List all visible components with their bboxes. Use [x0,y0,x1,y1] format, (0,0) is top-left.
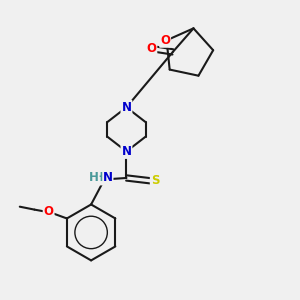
Text: O: O [160,34,170,47]
Text: S: S [151,174,159,188]
Text: O: O [44,205,54,218]
Text: N: N [103,172,113,184]
Text: O: O [146,43,156,56]
Text: N: N [122,145,131,158]
Text: H: H [89,172,99,184]
Text: H: H [94,172,104,184]
Text: N: N [122,101,131,114]
